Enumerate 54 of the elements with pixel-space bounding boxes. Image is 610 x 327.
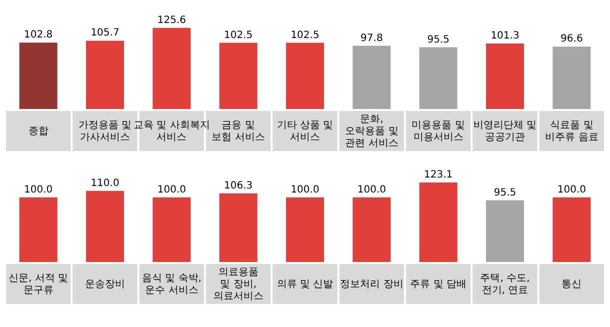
x-tick-label: 미용용품 및 미용서비스 (412, 120, 465, 143)
bar (219, 193, 258, 262)
bar (19, 42, 58, 109)
x-tick-label: 식료품 및 비주류 음료 (545, 120, 598, 143)
x-tick-label: 주류 및 담배 (410, 279, 467, 290)
data-label: 125.6 (157, 14, 186, 26)
data-label: 100.0 (290, 184, 320, 196)
x-tick-label: 가정용품 및 가사서비스 (78, 120, 132, 143)
x-tick-label: 교육 및 사회복지 서비스 (133, 120, 210, 143)
x-tick-label: 종합 (28, 126, 48, 137)
data-label: 100.0 (357, 184, 386, 196)
bar (19, 197, 58, 262)
x-tick-label: 음식 및 숙박, 운수 서비스 (142, 273, 202, 296)
data-label: 95.5 (427, 34, 450, 46)
bar (552, 46, 591, 109)
x-tick-label: 통신 (562, 279, 582, 290)
data-label: 97.8 (360, 32, 383, 44)
x-tick-label: 의류 및 신발 (276, 279, 334, 290)
data-label: 95.5 (494, 187, 516, 198)
x-tick-label: 기타 상품 및 서비스 (276, 120, 334, 143)
bar (352, 46, 391, 109)
x-tick-label: 금융 및 보험 서비스 (212, 120, 265, 143)
bar (152, 197, 191, 262)
data-label: 100.0 (557, 184, 586, 196)
x-tick-label: 비영리단체 및 공공기관 (473, 120, 537, 143)
x-tick-label: 문화, 오락용품 및 관련 서비스 (345, 114, 398, 149)
data-label: 110.0 (90, 178, 120, 189)
data-label: 100.0 (157, 184, 186, 196)
data-label: 102.5 (224, 30, 253, 41)
x-tick-label: 의료용품 및 장비, 의료서비스 (213, 267, 264, 302)
bar (86, 40, 124, 109)
data-label: 102.5 (290, 30, 320, 41)
x-tick-label: 정보처리 장비 (340, 279, 404, 290)
data-label: 96.6 (560, 34, 583, 45)
bar (486, 44, 524, 109)
bar (552, 197, 591, 262)
data-label: 105.7 (90, 28, 120, 39)
bar (286, 197, 324, 262)
bar (486, 200, 524, 262)
bar (219, 42, 258, 109)
data-label: 102.8 (24, 30, 53, 41)
data-label: 106.3 (224, 180, 253, 192)
bar (86, 190, 124, 262)
bar (286, 42, 324, 109)
bar (352, 197, 391, 262)
x-tick-label: 주택, 수도, 전기, 연료 (480, 273, 530, 296)
data-label: 100.0 (24, 184, 53, 196)
bar (419, 47, 458, 109)
data-label: 123.1 (424, 169, 453, 180)
bar (419, 182, 458, 262)
x-tick-label: 운송장비 (85, 279, 125, 290)
bar (152, 28, 191, 109)
data-label: 101.3 (490, 30, 520, 42)
x-tick-label: 신문, 서적 및 문구류 (8, 273, 68, 296)
